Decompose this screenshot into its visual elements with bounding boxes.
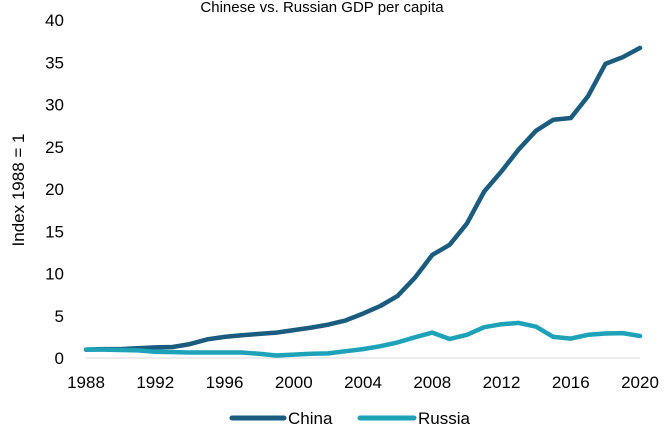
y-axis-ticks: 0 5 10 15 20 25 30 35 40 [45,11,64,368]
x-tick-label: 2012 [483,373,521,392]
y-tick-label: 35 [45,53,64,72]
y-tick-label: 5 [55,307,64,326]
x-axis-ticks: 1988 1992 1996 2000 2004 2008 2012 2016 2020 [67,373,659,392]
x-tick-label: 2008 [413,373,451,392]
y-tick-label: 25 [45,138,64,157]
x-tick-label: 1996 [206,373,244,392]
y-tick-label: 40 [45,11,64,30]
legend-label-russia: Russia [418,409,471,428]
x-tick-label: 2020 [621,373,659,392]
y-tick-label: 0 [55,349,64,368]
y-axis-label: Index 1988 = 1 [9,134,28,247]
series-line-china [83,45,643,352]
y-tick-label: 15 [45,222,64,241]
chart-title: Chinese vs. Russian GDP per capita [200,0,444,16]
y-tick-label: 30 [45,96,64,115]
x-tick-label: 1992 [136,373,174,392]
x-tick-label: 2004 [344,373,382,392]
x-tick-label: 2016 [552,373,590,392]
x-tick-label: 2000 [275,373,313,392]
x-tick-label: 1988 [67,373,105,392]
y-tick-label: 20 [45,180,64,199]
legend: China Russia [229,409,471,428]
series-lines [83,45,643,358]
legend-label-china: China [288,409,333,428]
y-tick-label: 10 [45,265,64,284]
series-line-russia [83,320,643,358]
